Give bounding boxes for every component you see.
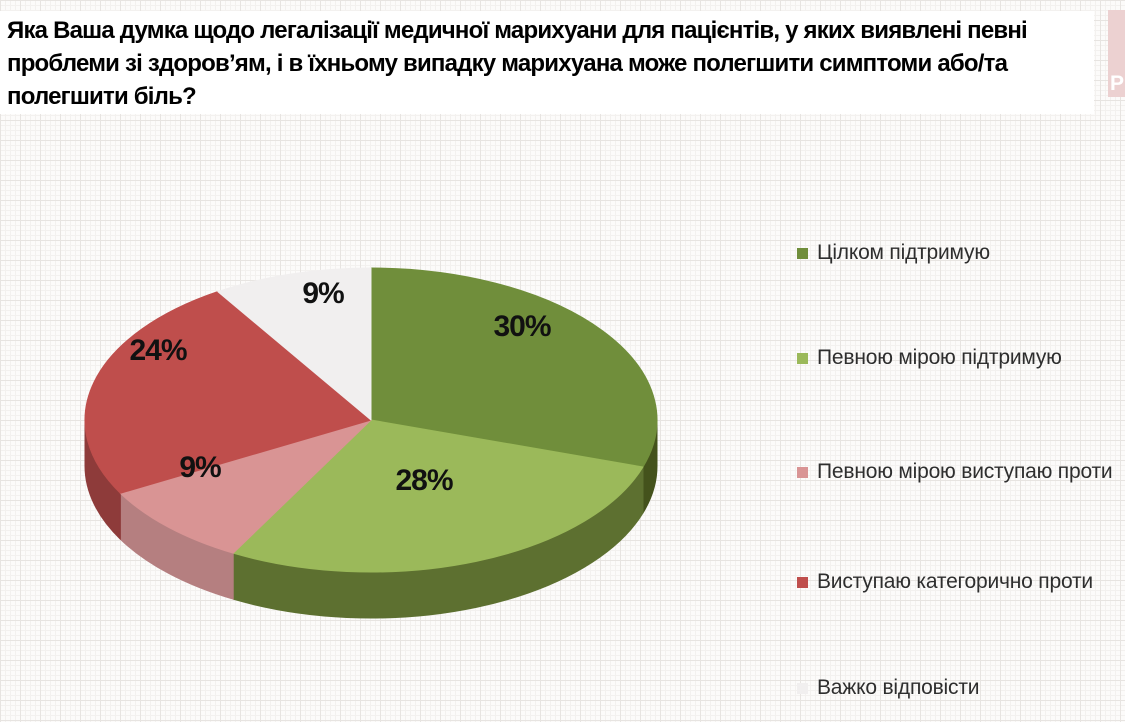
watermark-letter: P	[1110, 72, 1125, 95]
title-line: полегшити біль?	[7, 83, 197, 110]
pie-slice-2	[119, 419, 372, 554]
legend-swatch	[797, 576, 808, 588]
legend-item-strongly-oppose: Виступаю категорично проти	[797, 570, 1093, 594]
legend-item-somewhat-oppose: Певною мірою виступаю проти	[797, 460, 1113, 484]
pie-slice-4	[217, 267, 372, 421]
legend-item-hard-to-answer: Важко відповісти	[797, 676, 979, 700]
pie-slice-3	[84, 291, 372, 494]
question-title: Яка Ваша думка щодо легалізації медичної…	[0, 11, 1094, 114]
legend-swatch	[797, 466, 808, 478]
pie-data-label-1: 28%	[395, 464, 452, 497]
pie-data-label-2: 9%	[179, 451, 221, 484]
legend-item-somewhat-support: Певною мірою підтримую	[797, 346, 1062, 370]
pie-slice-1	[232, 419, 644, 573]
title-line: проблеми зі здоров’ям, і в їхньому випад…	[7, 50, 1008, 77]
pie-data-label-3: 24%	[129, 334, 186, 367]
legend-label: Виступаю категорично проти	[817, 570, 1093, 593]
legend-swatch	[797, 682, 808, 694]
pie-slice-0	[370, 267, 658, 468]
brand-watermark: P	[1108, 10, 1125, 97]
legend-item-fully-support: Цілком підтримую	[797, 241, 990, 265]
legend-label: Важко відповісти	[817, 676, 980, 699]
title-line: Яка Ваша думка щодо легалізації медичної…	[7, 17, 1028, 44]
legend-swatch	[797, 352, 808, 364]
pie-data-label-4: 9%	[302, 277, 344, 310]
pie-data-label-0: 30%	[493, 310, 550, 343]
legend-label: Певною мірою виступаю проти	[817, 460, 1113, 483]
legend-swatch	[797, 247, 808, 259]
legend-label: Певною мірою підтримую	[817, 346, 1062, 369]
legend-label: Цілком підтримую	[817, 241, 990, 264]
